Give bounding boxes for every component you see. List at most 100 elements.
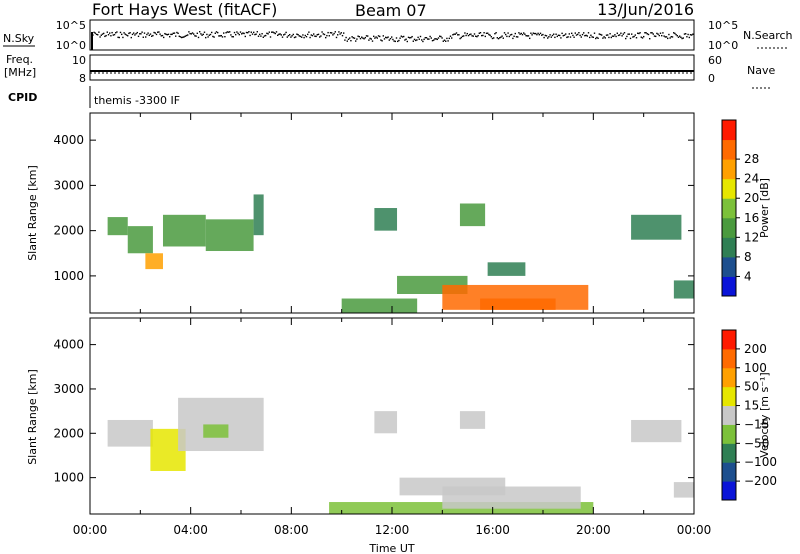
nsky-sample xyxy=(538,33,540,36)
nsky-sample xyxy=(184,35,186,37)
nsky-sample xyxy=(571,32,573,35)
nsky-sample xyxy=(683,33,686,35)
nsky-sample xyxy=(608,36,610,39)
nsky-sample xyxy=(548,36,550,38)
nsky-sample xyxy=(505,33,507,36)
nsky-sample xyxy=(106,31,108,33)
nsky-sample xyxy=(410,36,412,39)
nsky-sample xyxy=(167,33,170,36)
nsky-sample xyxy=(655,35,657,38)
nsky-sample xyxy=(338,31,340,33)
nsky-sample xyxy=(257,35,260,37)
nsky-sample xyxy=(433,39,435,41)
nsky-sample xyxy=(593,32,596,34)
nsky-sample xyxy=(413,38,416,41)
nsky-sample xyxy=(692,33,694,35)
nsky-sample xyxy=(559,34,561,37)
nsky-sample xyxy=(574,32,576,34)
nsky-sample xyxy=(495,32,497,34)
nsky-sample xyxy=(365,35,368,37)
nsky-sample xyxy=(151,35,153,37)
nsky-sample xyxy=(209,33,212,36)
nsky-sample xyxy=(628,33,630,35)
velocity-ytick-label: 2000 xyxy=(53,426,84,440)
power-colorbar-segment xyxy=(722,237,736,258)
nsky-sample xyxy=(271,31,273,33)
nsky-sample xyxy=(105,34,107,37)
nsky-sample xyxy=(394,40,396,43)
nsky-sample xyxy=(221,36,224,38)
nsky-sample xyxy=(565,33,567,35)
nave-tick-top: 60 xyxy=(708,54,722,67)
nsky-sample xyxy=(286,36,288,38)
nsky-sample xyxy=(387,36,389,38)
nsky-sample xyxy=(453,33,455,35)
nsky-sample xyxy=(305,35,308,38)
nsky-sample xyxy=(670,35,672,38)
nsky-sample xyxy=(193,33,195,35)
power-colorbar-tick-label: 20 xyxy=(744,191,759,205)
velocity-colorbar-segment xyxy=(722,405,736,425)
velocity-xtick-label: 00:00 xyxy=(677,523,712,537)
nsky-sample xyxy=(463,35,465,37)
nsky-sample xyxy=(601,34,603,36)
nsky-sample xyxy=(490,36,492,38)
nsky-sample xyxy=(687,33,689,36)
nsky-sample xyxy=(385,36,387,39)
nsky-sample xyxy=(663,35,665,37)
nsky-sample xyxy=(689,34,692,36)
nsky-sample xyxy=(645,32,647,34)
nsky-sample xyxy=(478,32,480,34)
nsky-sample xyxy=(289,33,291,36)
nsky-sample xyxy=(388,39,390,41)
nsky-sample xyxy=(667,37,669,40)
nsky-sample xyxy=(391,36,393,38)
nsky-sample xyxy=(425,37,428,39)
nsky-sample xyxy=(107,33,110,36)
nsky-sample xyxy=(679,35,681,37)
nsky-sample xyxy=(497,37,500,40)
nsky-sample xyxy=(657,33,659,35)
nsky-sample xyxy=(146,33,148,36)
nsky-sample xyxy=(100,34,102,36)
nsky-sample xyxy=(315,35,317,38)
nsky-sample xyxy=(470,33,472,35)
nsky-sample xyxy=(379,35,381,38)
nsky-sample xyxy=(173,32,176,34)
power-colorbar-segment xyxy=(722,198,736,219)
nsky-sample xyxy=(587,32,590,34)
nsky-sample xyxy=(266,32,268,35)
nsky-sample xyxy=(188,31,190,33)
nsky-sample xyxy=(524,33,526,35)
power-data-region xyxy=(673,280,694,299)
nsky-sample xyxy=(381,40,383,42)
nsky-sample xyxy=(461,35,464,38)
nsky-sample xyxy=(491,37,494,40)
nsky-sample xyxy=(205,36,207,39)
nsky-sample xyxy=(103,32,105,35)
nsky-sample xyxy=(412,40,414,42)
nsky-sample xyxy=(669,37,671,39)
freq-tick-top: 10 xyxy=(72,54,86,67)
nsky-sample xyxy=(446,37,448,40)
nsky-sample xyxy=(333,32,335,35)
nsky-sample xyxy=(268,31,270,33)
nsky-sample xyxy=(304,34,306,37)
nsky-sample xyxy=(482,34,484,37)
nsky-sample xyxy=(591,36,593,38)
nsky-sample xyxy=(142,36,144,38)
nsky-sample xyxy=(610,36,612,39)
nsky-sample xyxy=(550,36,552,38)
nsky-sample xyxy=(607,34,609,36)
nsky-sample xyxy=(677,36,680,38)
nsky-sample xyxy=(272,31,274,33)
nsky-sample xyxy=(575,34,578,36)
nsky-sample xyxy=(477,34,479,37)
nsky-sample xyxy=(118,36,120,39)
nsky-sample xyxy=(302,34,304,36)
nsky-sample xyxy=(400,35,402,37)
nsky-sample xyxy=(398,39,400,42)
nsky-sample xyxy=(617,34,620,37)
velocity-colorbar-tick-label: 200 xyxy=(744,342,767,356)
nsky-sample xyxy=(263,35,266,37)
